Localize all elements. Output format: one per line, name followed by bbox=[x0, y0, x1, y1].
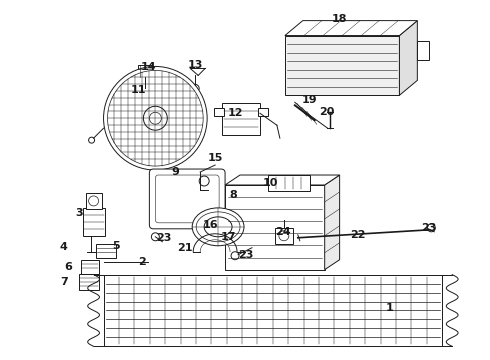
Text: 5: 5 bbox=[112, 241, 119, 251]
Bar bbox=[78, 274, 98, 289]
Circle shape bbox=[191, 84, 199, 92]
Bar bbox=[103, 275, 442, 346]
Polygon shape bbox=[285, 21, 417, 36]
Polygon shape bbox=[225, 175, 340, 185]
Text: 23: 23 bbox=[156, 233, 171, 243]
Bar bbox=[268, 175, 310, 191]
FancyBboxPatch shape bbox=[149, 169, 225, 229]
Circle shape bbox=[144, 106, 167, 130]
Text: 10: 10 bbox=[262, 178, 278, 188]
Bar bbox=[83, 208, 104, 236]
Circle shape bbox=[89, 196, 98, 206]
Text: 21: 21 bbox=[177, 243, 193, 253]
Text: 6: 6 bbox=[65, 262, 73, 272]
Circle shape bbox=[231, 252, 239, 260]
Bar bbox=[96, 244, 116, 258]
Ellipse shape bbox=[204, 217, 232, 237]
Text: 9: 9 bbox=[172, 167, 179, 177]
Circle shape bbox=[149, 112, 161, 124]
Circle shape bbox=[151, 233, 159, 241]
Text: 17: 17 bbox=[220, 232, 236, 242]
Text: 16: 16 bbox=[202, 220, 218, 230]
Circle shape bbox=[199, 176, 209, 186]
Circle shape bbox=[89, 137, 95, 143]
Text: 22: 22 bbox=[350, 230, 366, 240]
Circle shape bbox=[279, 231, 289, 241]
Text: 12: 12 bbox=[227, 108, 243, 118]
Text: 24: 24 bbox=[275, 227, 291, 237]
Text: 15: 15 bbox=[207, 153, 223, 163]
Text: 11: 11 bbox=[131, 85, 146, 95]
Text: 7: 7 bbox=[60, 276, 68, 287]
Ellipse shape bbox=[192, 208, 244, 246]
Polygon shape bbox=[399, 21, 417, 95]
Circle shape bbox=[103, 67, 207, 170]
Text: 4: 4 bbox=[60, 242, 68, 252]
Ellipse shape bbox=[196, 212, 240, 242]
Text: 13: 13 bbox=[188, 60, 203, 71]
Text: 23: 23 bbox=[421, 223, 437, 233]
Bar bbox=[275, 228, 293, 244]
Bar bbox=[222, 103, 260, 135]
Circle shape bbox=[143, 88, 148, 94]
Bar bbox=[285, 36, 399, 95]
Bar bbox=[225, 185, 325, 270]
Text: 8: 8 bbox=[229, 190, 237, 200]
Circle shape bbox=[107, 71, 203, 166]
FancyBboxPatch shape bbox=[155, 175, 219, 223]
Polygon shape bbox=[325, 175, 340, 270]
Text: 2: 2 bbox=[139, 257, 147, 267]
Bar bbox=[81, 260, 98, 274]
Bar bbox=[417, 41, 429, 60]
Text: 3: 3 bbox=[75, 208, 82, 218]
Circle shape bbox=[427, 224, 435, 232]
Bar bbox=[86, 193, 101, 209]
Text: 14: 14 bbox=[141, 62, 156, 72]
Text: 23: 23 bbox=[238, 250, 254, 260]
Bar bbox=[214, 108, 224, 116]
Text: 19: 19 bbox=[302, 95, 318, 105]
Bar bbox=[258, 108, 268, 116]
Bar bbox=[138, 66, 152, 77]
Text: 18: 18 bbox=[332, 14, 347, 24]
Text: 20: 20 bbox=[319, 107, 334, 117]
Text: 1: 1 bbox=[386, 302, 393, 312]
